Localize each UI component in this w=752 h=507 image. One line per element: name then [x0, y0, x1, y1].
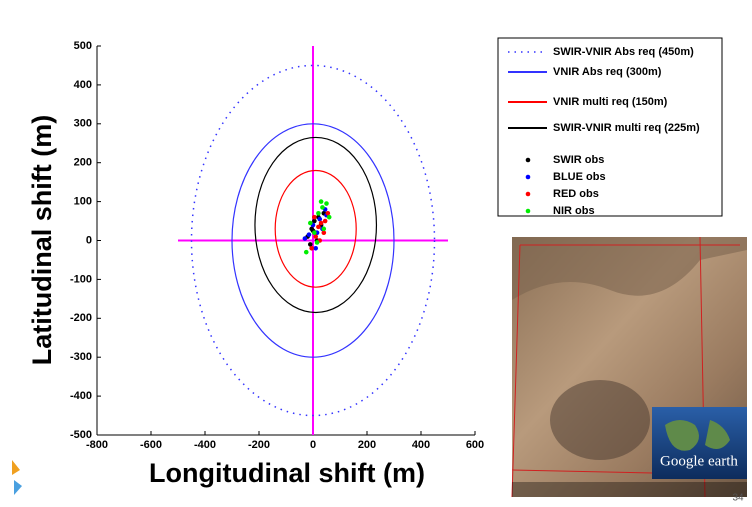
legend-swatch	[526, 158, 531, 163]
observation-point	[312, 230, 317, 235]
x-tick-label: 200	[358, 439, 376, 451]
observation-point	[319, 199, 324, 204]
observation-point	[309, 246, 314, 251]
observation-point	[315, 240, 320, 245]
observation-point	[327, 215, 332, 220]
y-tick-label: -500	[70, 429, 92, 441]
observation-point	[316, 211, 321, 216]
y-axis-label: Latitudinal shift (m)	[27, 115, 57, 365]
observation-point	[303, 236, 308, 241]
legend-label: SWIR-VNIR Abs req (450m)	[553, 46, 694, 58]
legend-label: RED obs	[553, 188, 599, 200]
requirement-circle	[275, 170, 356, 287]
y-tick-label: 200	[74, 157, 92, 169]
legend-label: VNIR Abs req (300m)	[553, 66, 662, 78]
y-tick-label: -400	[70, 390, 92, 402]
legend-label: NIR obs	[553, 205, 595, 217]
observation-point	[319, 221, 324, 226]
observation-point	[312, 215, 317, 220]
requirement-circle	[255, 137, 377, 312]
x-axis-label: Longitudinal shift (m)	[149, 458, 425, 488]
observation-point	[323, 219, 328, 224]
x-tick-label: 400	[412, 439, 430, 451]
observation-point	[313, 246, 318, 251]
x-tick-label: -400	[194, 439, 216, 451]
legend-label: SWIR-VNIR multi req (225m)	[553, 122, 700, 134]
y-tick-label: -100	[70, 273, 92, 285]
x-tick-label: -200	[248, 439, 270, 451]
observation-point	[324, 201, 329, 206]
x-tick-label: 0	[310, 439, 316, 451]
slide: Google earth 34 -800-600-400-20002004006…	[0, 0, 752, 507]
observation-point	[316, 225, 321, 230]
logo-text: Google earth	[660, 453, 738, 469]
legend-swatch	[526, 175, 531, 180]
observation-point	[304, 250, 309, 255]
x-tick-label: -600	[140, 439, 162, 451]
y-tick-label: 100	[74, 196, 92, 208]
observation-point	[307, 232, 312, 237]
legend-swatch	[526, 192, 531, 197]
y-tick-label: 0	[86, 234, 92, 246]
observation-point	[320, 205, 325, 210]
y-tick-label: 400	[74, 79, 92, 91]
y-tick-label: 500	[74, 40, 92, 52]
satellite-image: Google earth	[512, 237, 747, 497]
x-tick-label: 600	[466, 439, 484, 451]
legend-label: BLUE obs	[553, 171, 606, 183]
observation-point	[322, 227, 327, 232]
observation-point	[308, 221, 313, 226]
page-number: 34	[732, 493, 744, 504]
legend-swatch	[526, 209, 531, 214]
y-tick-label: -200	[70, 312, 92, 324]
corner-logo	[12, 460, 22, 495]
y-tick-label: -300	[70, 351, 92, 363]
legend-label: VNIR multi req (150m)	[553, 96, 668, 108]
page: Google earth 34 -800-600-400-20002004006…	[0, 0, 752, 507]
legend-label: SWIR obs	[553, 154, 604, 166]
y-tick-label: 300	[74, 118, 92, 130]
